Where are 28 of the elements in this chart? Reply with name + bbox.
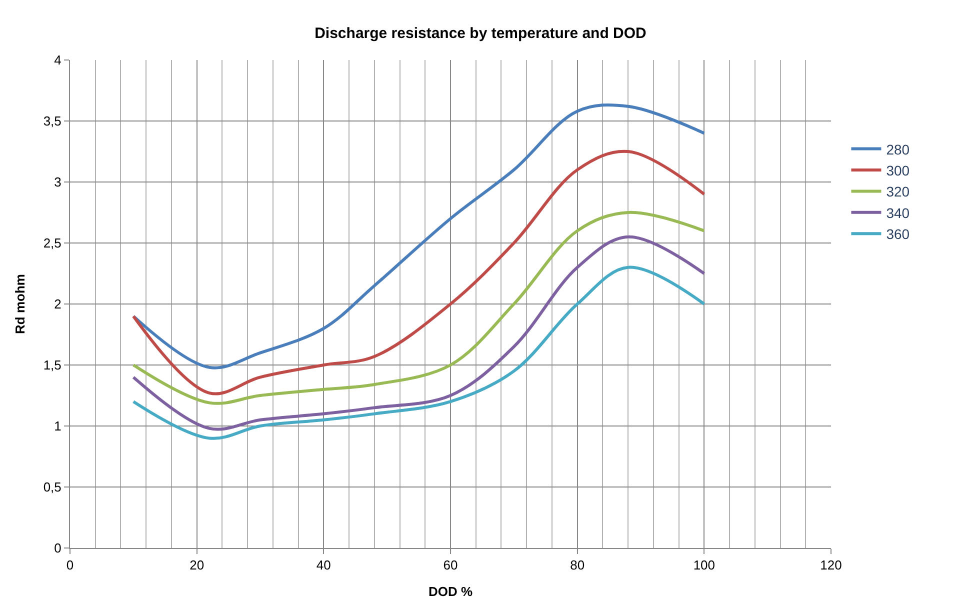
x-tick-label: 120 (820, 558, 842, 573)
x-tick-label: 40 (316, 558, 331, 573)
y-tick-label: 0 (54, 540, 62, 556)
y-tick-label: 4 (54, 52, 62, 68)
y-tick-label: 1,5 (43, 358, 62, 373)
legend-label: 360 (886, 226, 910, 242)
line-series (132, 150, 706, 396)
line-series (132, 235, 706, 431)
legend-label: 280 (886, 141, 910, 158)
y-tick-label: 2,5 (43, 236, 62, 251)
legend-label: 340 (886, 204, 910, 221)
y-tick-label: 1 (54, 418, 62, 434)
x-tick-label: 20 (190, 558, 204, 573)
x-tick-label: 80 (570, 558, 585, 573)
y-tick-label: 3 (54, 174, 62, 190)
x-axis-title: DOD % (428, 584, 473, 600)
line-series (132, 266, 706, 440)
x-tick-label: 0 (66, 558, 74, 573)
y-axis-title: Rd mohm (12, 274, 28, 334)
y-tick-label: 3,5 (43, 114, 62, 129)
y-tick-label: 2 (54, 296, 62, 312)
legend-label: 320 (886, 184, 910, 200)
chart-title: Discharge resistance by temperature and DOD (314, 24, 647, 42)
line-series (132, 210, 706, 405)
x-tick-label: 100 (693, 558, 716, 573)
legend-label: 300 (886, 162, 910, 178)
y-tick-label: 0,5 (43, 480, 62, 495)
x-tick-label: 60 (443, 558, 458, 573)
